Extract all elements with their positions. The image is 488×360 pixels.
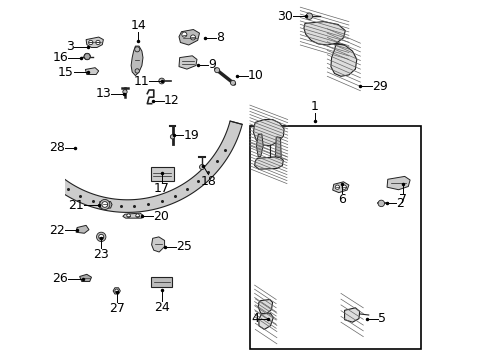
Text: 16: 16 xyxy=(52,51,68,64)
Bar xyxy=(249,126,420,349)
Circle shape xyxy=(88,40,93,45)
Circle shape xyxy=(96,40,100,45)
Circle shape xyxy=(230,80,235,85)
Text: 2: 2 xyxy=(395,197,403,210)
Text: 27: 27 xyxy=(108,302,124,315)
Text: 5: 5 xyxy=(377,312,385,325)
Circle shape xyxy=(305,13,312,19)
Polygon shape xyxy=(258,300,272,314)
Polygon shape xyxy=(84,54,90,59)
Polygon shape xyxy=(303,22,345,45)
Text: 18: 18 xyxy=(200,175,216,188)
Text: 14: 14 xyxy=(130,19,146,32)
Polygon shape xyxy=(258,313,273,329)
Polygon shape xyxy=(76,225,89,233)
Polygon shape xyxy=(80,274,91,282)
Polygon shape xyxy=(131,46,142,76)
Text: 25: 25 xyxy=(176,240,192,253)
Polygon shape xyxy=(86,37,103,48)
Circle shape xyxy=(135,69,139,73)
Text: 1: 1 xyxy=(310,100,318,113)
Text: 20: 20 xyxy=(152,210,168,222)
Polygon shape xyxy=(179,30,199,45)
Circle shape xyxy=(335,185,339,189)
Polygon shape xyxy=(253,120,284,146)
Text: 19: 19 xyxy=(183,129,199,141)
Circle shape xyxy=(214,68,219,73)
Circle shape xyxy=(122,90,127,94)
Text: 7: 7 xyxy=(398,193,406,206)
Text: 13: 13 xyxy=(95,87,111,100)
Bar xyxy=(151,277,172,287)
Text: 29: 29 xyxy=(371,80,387,93)
Text: 28: 28 xyxy=(48,141,64,154)
Circle shape xyxy=(377,200,384,207)
Text: 26: 26 xyxy=(52,273,68,285)
Text: 17: 17 xyxy=(153,182,169,195)
Text: 10: 10 xyxy=(247,69,264,82)
Polygon shape xyxy=(386,176,409,190)
Circle shape xyxy=(159,78,164,84)
Text: 24: 24 xyxy=(154,301,169,314)
Bar xyxy=(151,167,174,181)
Circle shape xyxy=(126,214,130,217)
Circle shape xyxy=(100,199,110,210)
Polygon shape xyxy=(344,308,359,322)
Text: 21: 21 xyxy=(68,199,84,212)
Polygon shape xyxy=(254,157,283,169)
Circle shape xyxy=(84,53,90,60)
Text: 15: 15 xyxy=(58,66,73,78)
Polygon shape xyxy=(275,137,281,158)
Polygon shape xyxy=(330,43,356,76)
Text: 9: 9 xyxy=(208,58,216,71)
Polygon shape xyxy=(85,68,99,75)
Circle shape xyxy=(115,289,118,293)
Polygon shape xyxy=(122,213,142,218)
Text: 11: 11 xyxy=(133,75,149,87)
Polygon shape xyxy=(100,202,112,208)
Text: 22: 22 xyxy=(49,224,64,237)
Polygon shape xyxy=(151,237,164,252)
Text: 6: 6 xyxy=(337,193,345,206)
Polygon shape xyxy=(256,134,263,157)
Circle shape xyxy=(190,35,195,40)
Circle shape xyxy=(102,202,107,207)
Polygon shape xyxy=(113,288,120,294)
Circle shape xyxy=(134,47,140,52)
Text: 23: 23 xyxy=(92,248,108,261)
Polygon shape xyxy=(332,182,348,193)
Circle shape xyxy=(99,234,103,239)
Text: 8: 8 xyxy=(215,31,223,44)
Circle shape xyxy=(182,32,186,37)
Text: 3: 3 xyxy=(65,40,73,53)
Text: 12: 12 xyxy=(163,94,179,107)
Circle shape xyxy=(199,165,204,170)
Polygon shape xyxy=(179,56,197,69)
Circle shape xyxy=(136,214,139,217)
Text: 4: 4 xyxy=(250,312,258,325)
Text: 30: 30 xyxy=(277,10,292,23)
Circle shape xyxy=(342,185,346,189)
Circle shape xyxy=(96,232,106,242)
Circle shape xyxy=(170,135,174,139)
Polygon shape xyxy=(13,121,242,212)
